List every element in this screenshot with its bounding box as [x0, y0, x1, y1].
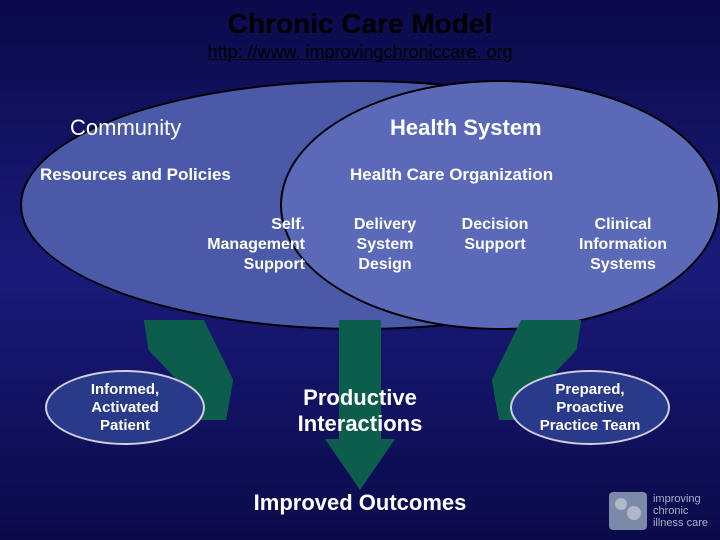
- health-system-label: Health System: [390, 115, 542, 141]
- productive-interactions-label: ProductiveInteractions: [240, 385, 480, 438]
- pillar-self-management: Self.ManagementSupport: [165, 215, 305, 275]
- logo: improving chronic illness care: [609, 492, 708, 530]
- pillar-delivery-system: DeliverySystemDesign: [340, 215, 430, 275]
- logo-text: improving chronic illness care: [653, 493, 708, 529]
- health-care-organization-label: Health Care Organization: [350, 165, 553, 185]
- community-label: Community: [70, 115, 181, 141]
- pillar-decision-support: DecisionSupport: [450, 215, 540, 255]
- pillar-clinical-info: ClinicalInformationSystems: [558, 215, 688, 275]
- logo-icon: [609, 492, 647, 530]
- prepared-team-oval: Prepared,ProactivePractice Team: [510, 370, 670, 445]
- page-subtitle-url: http: //www. improvingchroniccare. org: [0, 42, 720, 63]
- resources-policies-label: Resources and Policies: [40, 165, 231, 185]
- page-title: Chronic Care Model: [0, 0, 720, 40]
- informed-patient-oval: Informed,ActivatedPatient: [45, 370, 205, 445]
